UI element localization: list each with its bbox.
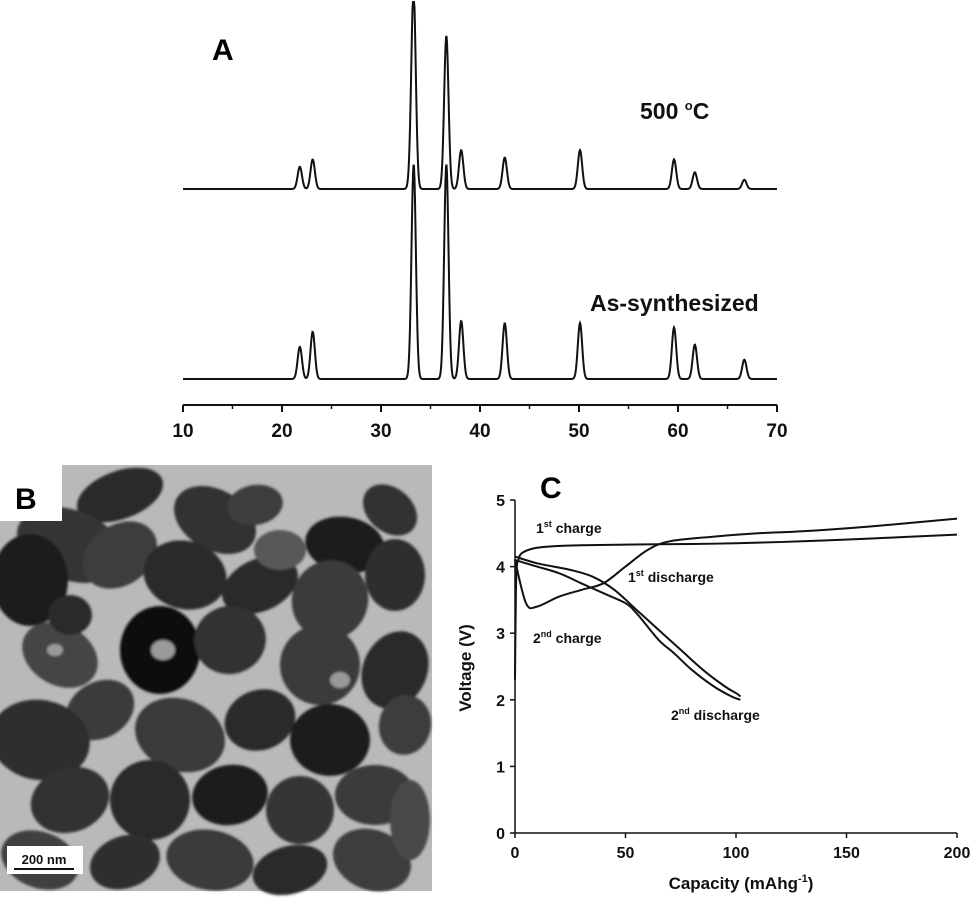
c-series bbox=[514, 533, 958, 680]
c-x-tick-label: 100 bbox=[723, 845, 750, 862]
xrd-x-tick-label: 40 bbox=[469, 421, 490, 442]
tem-particle bbox=[227, 484, 283, 526]
xrd-traces bbox=[183, 0, 777, 380]
tem-particle bbox=[22, 622, 98, 688]
tem-particle bbox=[365, 539, 425, 611]
xrd-x-tick-label: 30 bbox=[370, 421, 391, 442]
annotation-2nd-discharge: 2nd discharge bbox=[671, 706, 760, 723]
tem-particle bbox=[333, 828, 411, 892]
panel-a-label: A bbox=[212, 34, 234, 67]
c-curve-line bbox=[514, 558, 741, 701]
tem-particle bbox=[166, 829, 254, 891]
xrd-x-ticks: 10 20 30 40 50 60 70 bbox=[172, 405, 788, 442]
tem-particle bbox=[305, 516, 385, 574]
tem-particle bbox=[90, 834, 160, 890]
xrd-series bbox=[183, 0, 777, 190]
series-label-500c: 500 oC bbox=[640, 98, 709, 124]
tem-particle bbox=[30, 766, 110, 834]
tem-particle bbox=[110, 760, 190, 840]
tem-particle bbox=[266, 776, 334, 844]
panel-c: C 0 50 100 150 200 0 1 2 3 4 5 Capacity (mAhg-1) V… bbox=[456, 472, 970, 893]
tem-particle bbox=[224, 689, 296, 751]
tem-particle bbox=[361, 631, 429, 709]
c-y-tick-label: 1 bbox=[496, 759, 505, 776]
c-series bbox=[514, 555, 742, 698]
panel-a: A 10 20 30 40 50 60 70 500 oC As-synthesized bbox=[172, 0, 788, 442]
c-curves bbox=[514, 517, 958, 701]
c-y-axis-label: Voltage (V) bbox=[456, 624, 475, 712]
tem-particle bbox=[291, 560, 369, 640]
c-curve-line bbox=[514, 555, 742, 698]
xrd-x-tick-label: 20 bbox=[271, 421, 292, 442]
tem-particle bbox=[252, 844, 328, 896]
c-x-axis-label: Capacity (mAhg-1) bbox=[669, 873, 814, 893]
panel-c-label: C bbox=[540, 472, 562, 505]
tem-particle-highlight bbox=[47, 644, 63, 656]
xrd-trace-line bbox=[183, 0, 777, 190]
c-y-tick-label: 5 bbox=[496, 493, 505, 510]
c-x-tick-label: 200 bbox=[944, 845, 971, 862]
c-x-tick-label: 50 bbox=[617, 845, 635, 862]
series-label-as-synthesized: As-synthesized bbox=[590, 290, 759, 316]
c-y-tick-label: 2 bbox=[496, 693, 505, 710]
tem-particle bbox=[0, 699, 90, 781]
xrd-trace-line bbox=[183, 164, 777, 380]
panel-b-label: B bbox=[15, 483, 37, 516]
c-ticks: 0 50 100 150 200 0 1 2 3 4 5 bbox=[496, 493, 970, 862]
xrd-x-tick-label: 70 bbox=[766, 421, 787, 442]
tem-particle bbox=[254, 530, 306, 570]
tem-particle bbox=[363, 484, 417, 536]
c-x-tick-label: 150 bbox=[833, 845, 860, 862]
scale-bar-label: 200 nm bbox=[22, 852, 67, 867]
tem-particle bbox=[290, 704, 370, 776]
tem-particle bbox=[48, 595, 92, 635]
tem-particle bbox=[135, 697, 225, 773]
c-y-tick-label: 0 bbox=[496, 826, 505, 843]
tem-particle bbox=[390, 780, 430, 860]
xrd-x-tick-label: 60 bbox=[667, 421, 688, 442]
c-curve-line bbox=[514, 517, 958, 610]
tem-particle bbox=[222, 555, 298, 615]
annotation-1st-charge: 1st charge bbox=[536, 519, 602, 536]
c-series bbox=[514, 517, 958, 610]
xrd-x-tick-label: 50 bbox=[568, 421, 589, 442]
annotation-1st-discharge: 1st discharge bbox=[628, 568, 714, 585]
tem-particle bbox=[192, 764, 268, 826]
tem-particle-highlight bbox=[151, 640, 175, 660]
c-series bbox=[514, 558, 741, 701]
xrd-series bbox=[183, 164, 777, 380]
tem-particle bbox=[378, 695, 432, 755]
tem-particle bbox=[0, 534, 68, 626]
tem-particle-highlight bbox=[330, 672, 350, 688]
tem-particle bbox=[82, 521, 158, 589]
c-curve-line bbox=[514, 533, 958, 680]
tem-particle bbox=[143, 540, 227, 610]
panel-b: B 200 nm bbox=[0, 465, 432, 896]
c-y-tick-label: 4 bbox=[496, 560, 505, 577]
annotation-2nd-charge: 2nd charge bbox=[533, 629, 602, 646]
tem-particle bbox=[76, 467, 164, 523]
tem-image-particles bbox=[0, 467, 432, 896]
xrd-x-tick-label: 10 bbox=[172, 421, 193, 442]
c-x-tick-label: 0 bbox=[511, 845, 520, 862]
tem-particle bbox=[194, 605, 266, 675]
panel-b-label-box bbox=[0, 465, 62, 521]
c-y-tick-label: 3 bbox=[496, 626, 505, 643]
